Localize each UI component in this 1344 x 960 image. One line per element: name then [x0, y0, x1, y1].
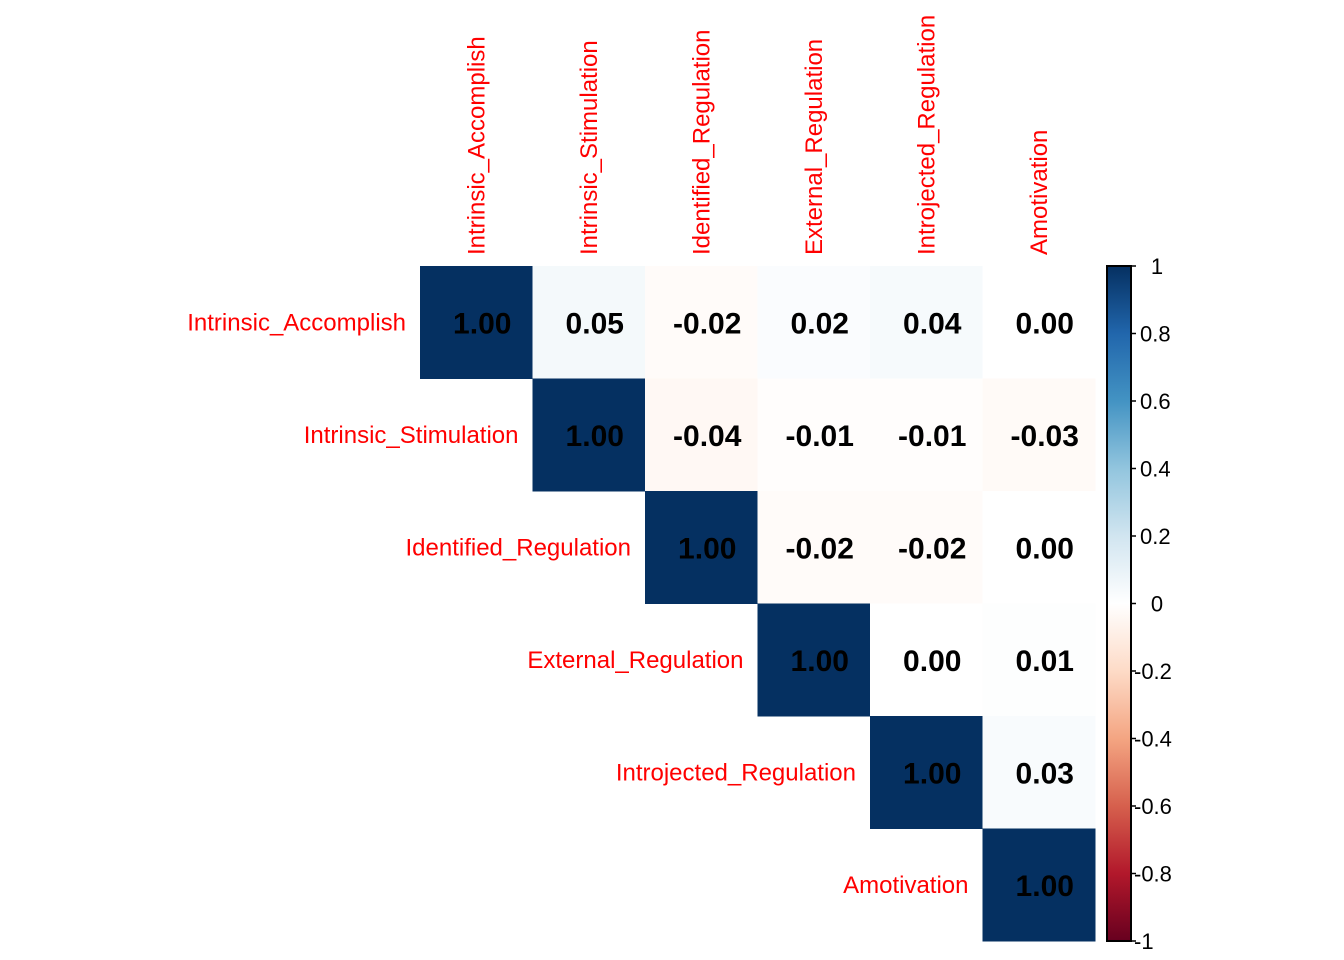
row-label: External_Regulation [527, 647, 743, 674]
cell-rect [870, 491, 983, 604]
cell-value-label: -0.03 [1011, 420, 1079, 453]
cell-rect [757, 378, 871, 492]
heatmap-cell: -0.02 [757, 491, 871, 604]
cell-value-label: 0.00 [903, 645, 961, 678]
heatmap-cell: 0.01 [982, 603, 1096, 717]
cell-rect [757, 603, 871, 717]
cell-value-label: 0.01 [1016, 645, 1074, 678]
column-label: Amotivation [1026, 130, 1053, 255]
cell-value-label: 1.00 [453, 307, 511, 340]
cell-rect [420, 266, 533, 379]
cell-rect [645, 491, 758, 604]
heatmap-cell: 1.00 [420, 266, 533, 379]
cell-value-label: 0.03 [1016, 757, 1074, 790]
heatmap-cell: 0.00 [982, 491, 1096, 604]
cell-rect [645, 378, 758, 492]
row-label: Introjected_Regulation [616, 759, 856, 786]
cell-value-label: 0.04 [903, 307, 962, 340]
cell-value-label: 1.00 [791, 645, 849, 678]
colorbar-tick-label: -0.4 [1134, 727, 1172, 752]
colorbar-tick-label: -0.6 [1134, 794, 1172, 819]
cell-rect [982, 603, 1096, 717]
cell-value-label: -0.02 [898, 532, 966, 565]
cell-value-label: -0.02 [786, 532, 854, 565]
column-label: Intrinsic_Stimulation [576, 40, 603, 255]
colorbar-tick-label: -0.2 [1134, 659, 1172, 684]
cell-value-label: 0.05 [566, 307, 624, 340]
cell-rect [870, 378, 983, 492]
cell-rect [982, 491, 1096, 604]
column-label: Intrinsic_Accomplish [463, 36, 490, 255]
row-label: Identified_Regulation [405, 534, 631, 561]
heatmap-cell: 0.03 [982, 716, 1096, 829]
heatmap-cell: -0.04 [645, 378, 758, 492]
heatmap-cells: 1.00 0.05 -0.02 0.02 0.04 0.00 1.00 -0.04 -0.01 -… [420, 266, 1096, 942]
cell-rect [870, 716, 983, 829]
cell-value-label: 0.02 [791, 307, 849, 340]
colorbar-tick-label: 0.4 [1140, 457, 1171, 482]
heatmap-cell: -0.02 [645, 266, 758, 379]
heatmap-cell: -0.01 [757, 378, 871, 492]
colorbar-tick-label: -0.8 [1134, 862, 1172, 887]
colorbar-legend: 1 0.8 0.6 0.4 0.2 0 -0.2 -0.4 -0.6 -0.8 -1 [1106, 254, 1172, 954]
cell-value-label: 1.00 [566, 420, 624, 453]
cell-value-label: -0.04 [673, 420, 742, 453]
colorbar-tick-label: 0 [1151, 592, 1163, 617]
heatmap-cell: -0.02 [870, 491, 983, 604]
cell-rect [982, 828, 1096, 942]
colorbar-tick-label: 0.6 [1140, 389, 1171, 414]
cell-value-label: 0.00 [1016, 532, 1074, 565]
heatmap-cell: 1.00 [532, 378, 646, 492]
cell-value-label: -0.01 [786, 420, 854, 453]
heatmap-cell: 1.00 [757, 603, 871, 717]
column-label: External_Regulation [801, 39, 828, 255]
colorbar-tick-label: -1 [1134, 929, 1154, 954]
heatmap-cell: 0.00 [982, 266, 1096, 379]
colorbar-tick-label: 0.2 [1140, 524, 1171, 549]
column-label: Introjected_Regulation [913, 15, 940, 255]
colorbar-tick-label: 0.8 [1140, 322, 1171, 347]
cell-rect [645, 266, 758, 379]
cell-rect [982, 266, 1096, 379]
heatmap-cell: 0.05 [532, 266, 646, 379]
row-label: Amotivation [843, 872, 968, 899]
heatmap-cell: 0.02 [757, 266, 871, 379]
heatmap-cell: 1.00 [870, 716, 983, 829]
cell-rect [870, 266, 983, 379]
heatmap-cell: 1.00 [982, 828, 1096, 942]
heatmap-cell: 0.00 [870, 603, 983, 717]
row-labels: Intrinsic_Accomplish Intrinsic_Stimulatio… [187, 309, 968, 899]
heatmap-cell: 0.04 [870, 266, 983, 379]
cell-rect [532, 378, 646, 492]
cell-rect [757, 491, 871, 604]
cell-value-label: 0.00 [1016, 307, 1074, 340]
cell-rect [757, 266, 871, 379]
cell-rect [982, 378, 1096, 492]
cell-rect [532, 266, 646, 379]
colorbar-tick-label: 1 [1151, 254, 1163, 279]
row-label: Intrinsic_Stimulation [304, 422, 519, 449]
colorbar-gradient [1106, 265, 1132, 942]
cell-rect [982, 716, 1096, 829]
cell-rect [870, 603, 983, 717]
cell-value-label: -0.02 [673, 307, 741, 340]
cell-value-label: 1.00 [903, 757, 961, 790]
column-labels: Intrinsic_Accomplish Intrinsic_Stimulatio… [463, 15, 1053, 255]
cell-value-label: 1.00 [678, 532, 736, 565]
cell-value-label: 1.00 [1016, 870, 1074, 903]
heatmap-cell: -0.03 [982, 378, 1096, 492]
column-label: Identified_Regulation [688, 29, 715, 255]
cell-value-label: -0.01 [898, 420, 966, 453]
heatmap-cell: -0.01 [870, 378, 983, 492]
row-label: Intrinsic_Accomplish [187, 309, 406, 336]
heatmap-cell: 1.00 [645, 491, 758, 604]
